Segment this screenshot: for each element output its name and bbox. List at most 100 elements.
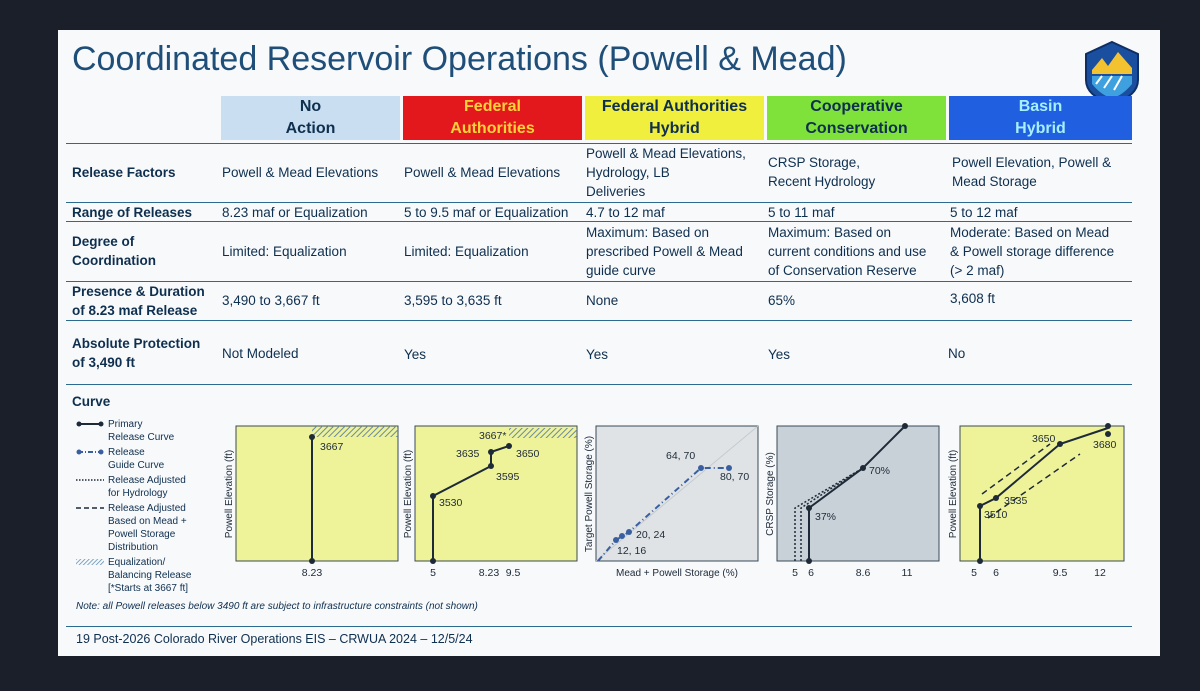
cell-range-cooperative: 5 to 11 maf [768, 205, 835, 220]
legend-hatch-icon [76, 559, 104, 565]
cell-coordination-federal: Limited: Equalization [404, 244, 529, 259]
x-tick-label: 5 [430, 567, 436, 579]
data-point [806, 505, 812, 511]
point-label: 3530 [439, 497, 463, 509]
data-point [309, 434, 315, 440]
legend-text-hatch: Equalization/ Balancing Release [*Starts… [108, 557, 192, 594]
data-point [430, 558, 436, 564]
column-header-federal-authorities: Federal Authorities [403, 96, 582, 140]
data-point [613, 537, 619, 543]
data-point [430, 493, 436, 499]
row-divider [66, 384, 1132, 385]
x-tick-label: 6 [993, 567, 999, 579]
point-label: 70% [869, 465, 890, 477]
chart-basin-hybrid: Powell Elevation (ft) 3510 3535 3650 368… [948, 423, 1125, 579]
cell-coordination-cooperative: Maximum: Based on current conditions and… [768, 225, 927, 278]
chart-panel [414, 425, 578, 562]
curve-legend: Primary Release Curve Release Guide Curv… [76, 418, 226, 603]
cell-protection-federal-hybrid: Yes [586, 347, 609, 362]
data-point [619, 533, 625, 539]
row-label-release-factors: Release Factors [72, 165, 176, 180]
data-point [309, 558, 315, 564]
cell-presence-federal: 3,595 to 3,635 ft [404, 293, 502, 308]
y-axis-label: Powell Elevation (ft) [403, 450, 414, 538]
x-tick-label: 11 [902, 567, 913, 579]
chart-cooperative-conservation: CRSP Storage (%) 37% 70% 5 6 8.6 11 [765, 423, 940, 579]
cell-release-factors-no-action: Powell & Mead Elevations [222, 165, 379, 180]
column-header-cooperative-conservation: Cooperative Conservation [767, 96, 946, 140]
data-point [1105, 423, 1111, 429]
hydrology-adjusted-line [800, 467, 864, 561]
cell-coordination-no-action: Limited: Equalization [222, 244, 347, 259]
hydrology-adjusted-line [794, 467, 864, 561]
chart-panel [235, 425, 399, 562]
storage-adjusted-line [981, 443, 1051, 495]
x-tick-label: 12 [1094, 567, 1106, 579]
data-point [1105, 431, 1111, 437]
point-label: 3595 [496, 471, 520, 483]
equalization-label: 3667* [479, 430, 506, 442]
point-label: 64, 70 [666, 450, 695, 462]
cell-coordination-basin-hybrid: Moderate: Based on Mead & Powell storage… [950, 225, 1115, 278]
cell-range-basin-hybrid: 5 to 12 maf [950, 205, 1018, 220]
data-point [806, 558, 812, 564]
cell-protection-no-action: Not Modeled [222, 346, 299, 361]
x-tick-label: 9.5 [1053, 567, 1068, 579]
legend-dotted-line-icon [76, 479, 104, 481]
point-label: 3535 [1004, 495, 1028, 507]
slide-footer: 19 Post-2026 Colorado River Operations E… [76, 632, 473, 646]
legend-text-guide: Release Guide Curve [108, 447, 165, 471]
legend-text-dashed: Release Adjusted Based on Mead + Powell … [108, 503, 187, 553]
x-tick-label: 5 [792, 567, 798, 579]
y-axis-label: CRSP Storage (%) [765, 452, 776, 536]
chart-no-action: Powell Elevation (ft) 3667 8.23 [224, 425, 399, 579]
equalization-band [312, 426, 398, 437]
cell-release-factors-cooperative: CRSP Storage, Recent Hydrology [768, 155, 876, 189]
x-tick-label: 8.23 [479, 567, 500, 579]
row-label-absolute-protection: Absolute Protection of 3,490 ft [72, 336, 201, 370]
x-axis-label: Mead + Powell Storage (%) [616, 568, 738, 579]
legend-text-dotted: Release Adjusted for Hydrology [108, 475, 186, 499]
point-label: 37% [815, 511, 836, 523]
cell-range-federal: 5 to 9.5 maf or Equalization [404, 205, 569, 220]
point-label: 3635 [456, 448, 480, 460]
data-point [860, 465, 866, 471]
x-tick-label: 6 [808, 567, 814, 579]
x-tick-label: 8.6 [856, 567, 871, 579]
cell-presence-federal-hybrid: None [586, 293, 619, 308]
data-point [626, 529, 632, 535]
point-label: 3650 [1032, 433, 1056, 445]
row-label-presence-duration: Presence & Duration of 8.23 maf Release [72, 284, 205, 318]
cell-range-no-action: 8.23 maf or Equalization [222, 205, 368, 220]
data-point [488, 463, 494, 469]
row-divider [66, 320, 1132, 321]
data-point [977, 503, 983, 509]
slide-title: Coordinated Reservoir Operations (Powell… [72, 40, 847, 78]
slide: Coordinated Reservoir Operations (Powell… [58, 30, 1160, 656]
cell-protection-federal: Yes [404, 347, 427, 362]
point-label: 20, 24 [636, 529, 665, 541]
data-point [506, 443, 512, 449]
point-label: 3680 [1093, 439, 1117, 451]
point-label: 3650 [516, 448, 540, 460]
curve-section-label: Curve [72, 394, 111, 409]
legend-text-primary: Primary Release Curve [108, 419, 175, 443]
point-label: 3667 [320, 441, 344, 453]
cell-presence-cooperative: 65% [768, 293, 796, 308]
data-point [993, 495, 999, 501]
chart-federal-authorities: Powell Elevation (ft) 3530 3595 3635 365… [403, 425, 578, 579]
cell-release-factors-basin-hybrid: Powell Elevation, Powell & Mead Storage [952, 155, 1112, 189]
column-header-federal-authorities-hybrid: Federal Authorities Hybrid [585, 96, 764, 140]
cell-protection-basin-hybrid: No [948, 346, 966, 361]
row-divider [66, 143, 1132, 144]
data-point [902, 423, 908, 429]
point-label: 80, 70 [720, 471, 749, 483]
x-tick-label: 5 [971, 567, 977, 579]
footer-divider [66, 626, 1132, 627]
data-point [726, 465, 732, 471]
row-divider [66, 221, 1132, 222]
cell-release-factors-federal-hybrid: Powell & Mead Elevations, Hydrology, LB … [586, 146, 746, 199]
cell-presence-no-action: 3,490 to 3,667 ft [222, 293, 320, 308]
chart-panel [959, 425, 1125, 562]
row-divider [66, 202, 1132, 203]
